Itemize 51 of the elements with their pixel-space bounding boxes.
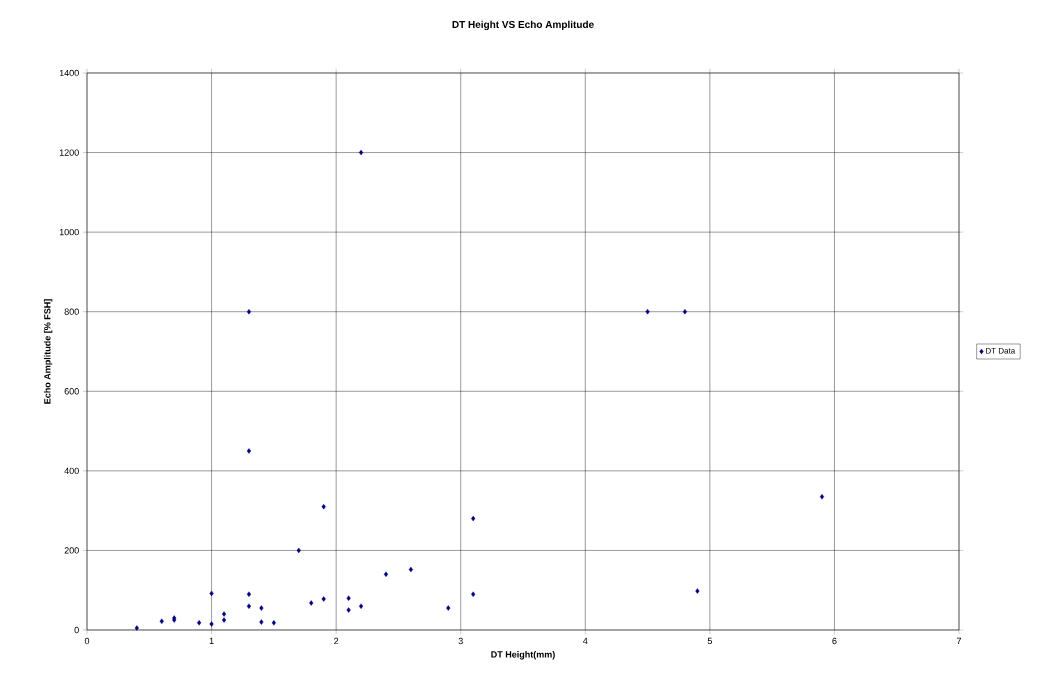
y-tick-label: 1200 [59, 149, 79, 156]
point [408, 566, 413, 573]
y-tick-label: 200 [64, 547, 79, 554]
point [246, 448, 252, 454]
legend-label: DT Data [986, 348, 1016, 354]
point [246, 309, 252, 315]
point [321, 596, 326, 602]
point [246, 603, 252, 609]
point [271, 620, 276, 626]
x-tick-label: 4 [582, 637, 588, 644]
point [246, 591, 252, 597]
point [645, 309, 650, 315]
chart-title: DT Height VS Echo Amplitude [452, 20, 594, 31]
point [346, 607, 351, 613]
point [819, 494, 825, 500]
point [159, 618, 164, 624]
y-tick-label: 400 [64, 467, 79, 475]
point [358, 149, 364, 156]
point [259, 605, 264, 611]
x-tick-label: 0 [84, 637, 90, 645]
point [695, 588, 700, 594]
x-tick-label: 2 [334, 637, 339, 645]
y-tick-label: 1000 [59, 228, 79, 236]
x-axis-title: DT Height(mm) [491, 651, 555, 660]
point [134, 625, 139, 631]
y-tick-label: 600 [64, 388, 79, 395]
point [321, 503, 326, 510]
point [221, 617, 227, 623]
point [358, 603, 364, 609]
point [296, 547, 301, 554]
point [446, 605, 451, 611]
x-tick-label: 3 [458, 637, 463, 645]
y-axis-title: Echo Amplitude [% FSH] [43, 299, 53, 404]
point [346, 595, 351, 601]
y-tick-label: 1400 [59, 69, 79, 77]
point [209, 621, 214, 627]
point [259, 619, 264, 625]
y-tick-label: 0 [74, 626, 79, 634]
y-tick-label: 800 [64, 308, 79, 315]
x-tick-label: 5 [707, 637, 712, 645]
point [471, 515, 476, 522]
x-tick-label: 7 [956, 637, 962, 644]
point [471, 591, 476, 597]
point [682, 309, 688, 315]
x-tick-label: 6 [832, 637, 837, 645]
point [383, 571, 389, 577]
x-tick-label: 1 [209, 637, 214, 644]
point [221, 611, 227, 617]
point [197, 620, 202, 626]
point [309, 600, 314, 606]
point [209, 590, 214, 597]
